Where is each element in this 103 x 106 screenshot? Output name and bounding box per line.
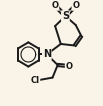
Text: O: O: [66, 62, 73, 70]
Text: O: O: [52, 1, 59, 10]
Text: N: N: [43, 50, 51, 59]
Text: Cl: Cl: [30, 76, 40, 85]
Text: S: S: [62, 11, 69, 21]
Text: O: O: [72, 1, 79, 10]
